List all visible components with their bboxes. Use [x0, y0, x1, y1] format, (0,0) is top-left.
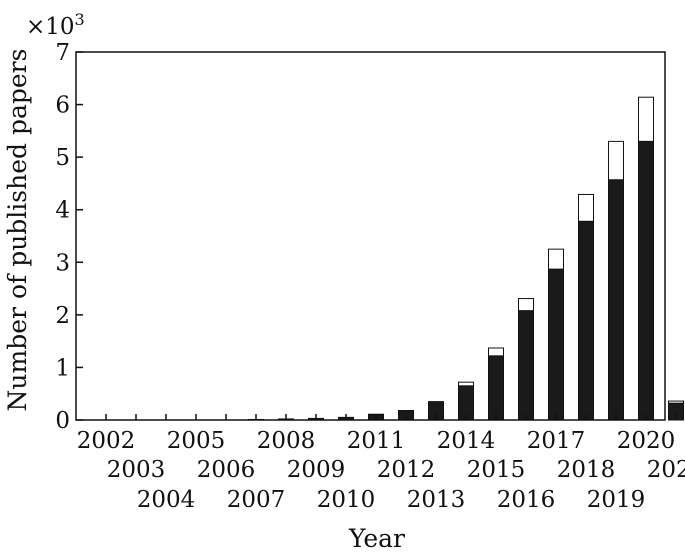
- x-tick-label: 2011: [347, 428, 406, 454]
- y-tick-label: 3: [55, 250, 70, 276]
- x-tick-label: 2007: [227, 487, 286, 513]
- y-tick-label: 2: [55, 303, 70, 329]
- plot-frame: [75, 51, 666, 421]
- x-tick-label: 2015: [467, 457, 526, 483]
- x-tick-label: 2017: [527, 428, 586, 454]
- x-tick-label: 2008: [257, 428, 316, 454]
- x-tick-label: 2009: [287, 457, 346, 483]
- bar-2020-dark: [638, 140, 654, 421]
- y-ticks-group: 0 1 2 3 4 5 6 7: [55, 40, 83, 434]
- bar-2015-dark: [488, 355, 504, 421]
- y-tick-label: 4: [55, 198, 70, 224]
- x-tick-label: 2010: [317, 487, 376, 513]
- y-axis-multiplier: ×103: [26, 10, 85, 40]
- x-axis-title: Year: [348, 524, 405, 553]
- x-tick-label: 2020: [617, 428, 676, 454]
- y-tick-label: 5: [55, 145, 70, 171]
- x-tick-label: 2005: [167, 428, 226, 454]
- y-tick-label: 7: [55, 40, 70, 66]
- y-tick-label: 1: [55, 355, 70, 381]
- bar-2012-light: [398, 410, 414, 412]
- x-tick-label: 2013: [407, 487, 466, 513]
- x-tick-label: 2019: [587, 487, 646, 513]
- y-axis-title: Number of published papers: [3, 49, 32, 412]
- x-tick-label: 2021: [647, 457, 685, 483]
- x-tick-label: 2014: [437, 428, 496, 454]
- bars-group: [248, 96, 684, 421]
- x-ticks-group: 2002 2003 2004 2005 2006 2007 2008 2009 2010 2011…: [77, 414, 685, 513]
- bar-2019-dark: [608, 179, 624, 421]
- axes-group: [75, 51, 666, 421]
- y-tick-label: 0: [55, 408, 70, 434]
- x-tick-label: 2004: [137, 487, 196, 513]
- y-axis-multiplier-exponent: 3: [75, 10, 85, 29]
- bar-2016-light: [518, 298, 534, 312]
- bar-2019-light: [608, 140, 624, 181]
- x-tick-label: 2003: [107, 457, 166, 483]
- bar-2018-light: [578, 193, 594, 222]
- bar-2020-light: [638, 96, 654, 142]
- x-tick-label: 2012: [377, 457, 436, 483]
- bar-2018-dark: [578, 220, 594, 421]
- bar-2016-dark: [518, 310, 534, 421]
- y-tick-label: 6: [55, 93, 70, 119]
- bar-2014-light: [458, 381, 474, 387]
- bar-2013-light: [428, 401, 444, 404]
- x-tick-label: 2016: [497, 487, 556, 513]
- bar-2021-light: [668, 400, 684, 404]
- bar-2017-light: [548, 248, 564, 270]
- bar-2015-light: [488, 347, 504, 357]
- bar-2017-dark: [548, 268, 564, 421]
- x-tick-label: 2018: [557, 457, 616, 483]
- x-tick-label: 2002: [77, 428, 136, 454]
- x-tick-label: 2006: [197, 457, 256, 483]
